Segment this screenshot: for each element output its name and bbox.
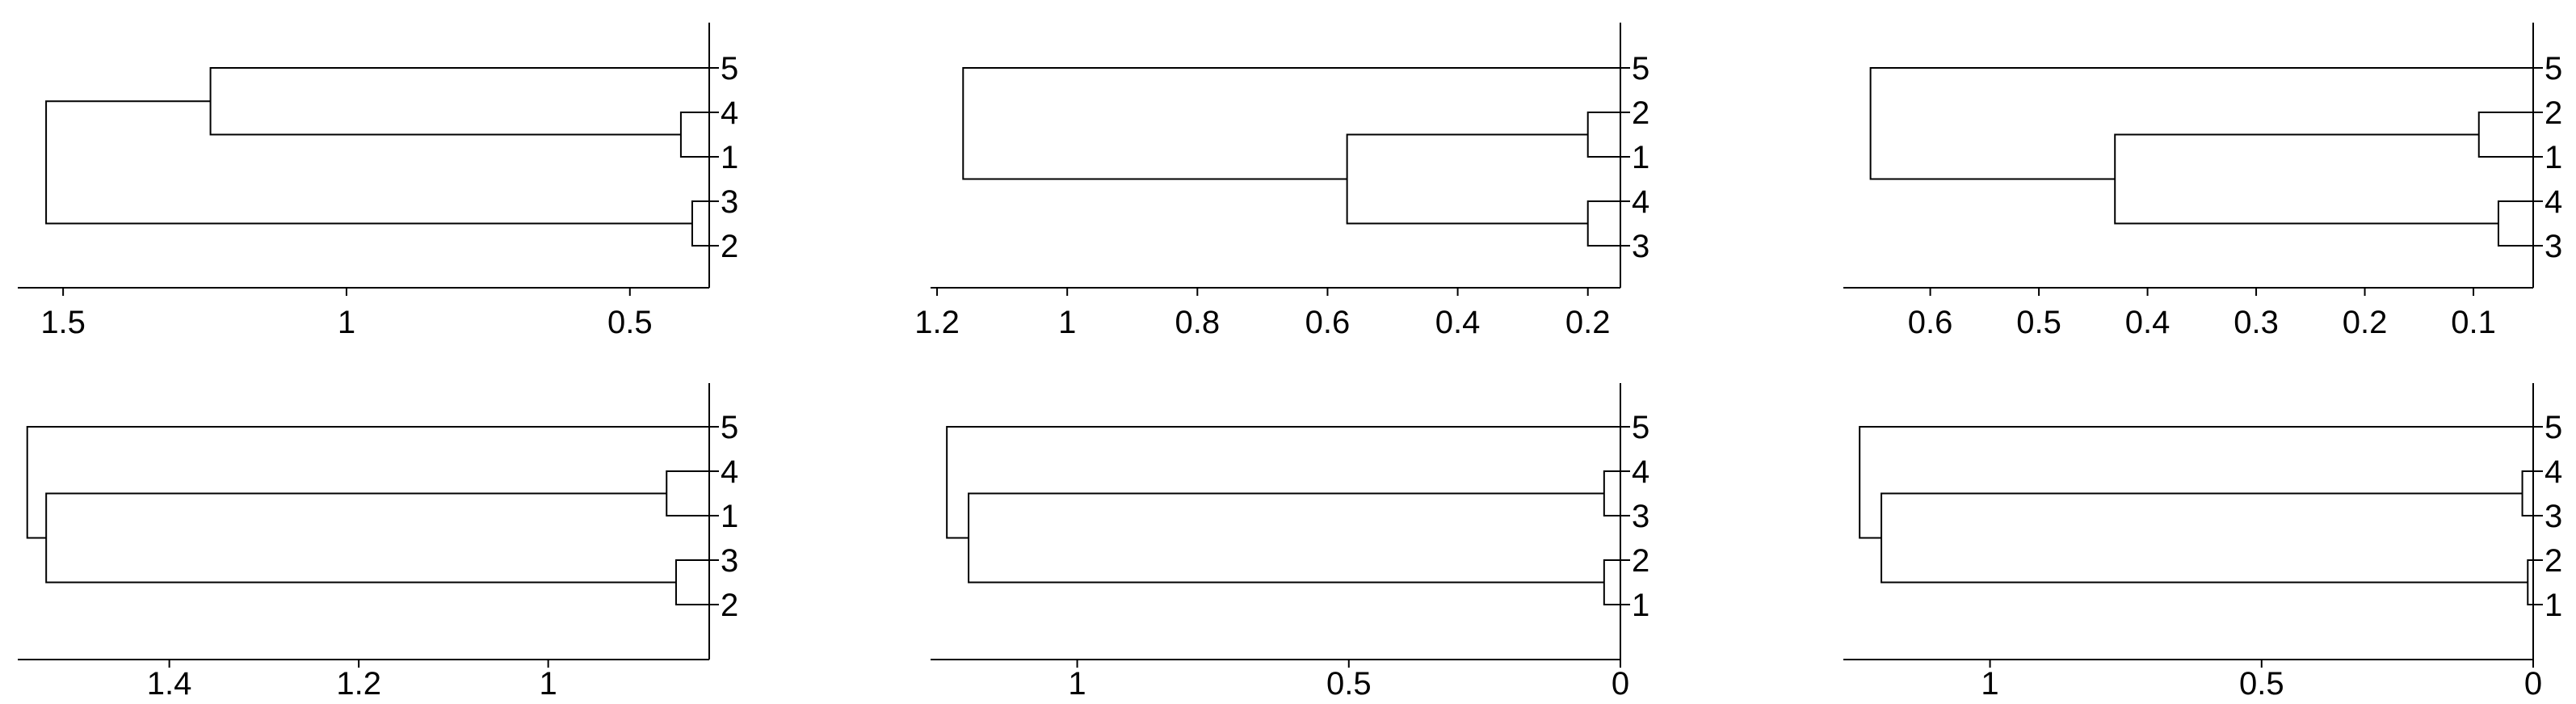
dendrogram-link [1603, 470, 1620, 516]
dendrogram-link [2114, 133, 2498, 225]
dendrogram-link [209, 67, 709, 136]
leaf-label: 3 [721, 543, 738, 579]
leaf-label: 5 [2544, 51, 2562, 86]
x-tick-label: 0.1 [2451, 305, 2496, 340]
dendrogram-panels: 5 4 1 3 2 1.5 1 0.5 5 2 1 4 3 1.2 1 0.8 0.6 0.4 0.2 5 2 1 4 3 0.… [18, 23, 2562, 702]
dendrogram-link [1586, 112, 1620, 158]
leaf-label: 2 [1632, 543, 1649, 579]
leaf-label: 4 [2544, 454, 2562, 490]
dendrogram-link [1603, 559, 1620, 605]
x-tick-label: 1.4 [147, 666, 192, 702]
dendrogram-panel-3: 5 2 1 4 3 0.6 0.5 0.4 0.3 0.2 0.1 [1843, 23, 2562, 340]
dendrogram-link [962, 67, 1620, 180]
x-tick-label: 0.5 [1326, 666, 1372, 702]
x-tick-label: 0.2 [2343, 305, 2388, 340]
dendrogram-link [2521, 470, 2533, 516]
dendrogram-link [1586, 200, 1620, 247]
x-tick-label: 1 [1058, 305, 1076, 340]
x-tick-label: 0.4 [2125, 305, 2170, 340]
dendrogram-link [691, 200, 709, 247]
dendrogram-panel-2: 5 2 1 4 3 1.2 1 0.8 0.6 0.4 0.2 [914, 23, 1649, 340]
leaf-label: 1 [1632, 140, 1649, 175]
dendrogram-panel-1: 5 4 1 3 2 1.5 1 0.5 [18, 23, 738, 340]
x-tick-label: 0 [2524, 666, 2542, 702]
dendrogram-link [1869, 67, 2533, 180]
leaf-label: 4 [721, 95, 738, 131]
x-tick-label: 0.6 [1305, 305, 1351, 340]
leaf-label: 4 [2544, 184, 2562, 220]
dendrogram-link [666, 470, 709, 516]
leaf-label: 3 [721, 184, 738, 220]
dendrogram-link [2497, 200, 2533, 247]
dendrogram-panel-5: 5 4 3 2 1 1 0.5 0 [931, 383, 1649, 702]
dendrogram-link [968, 492, 1604, 584]
leaf-label: 4 [1632, 184, 1649, 220]
leaf-label: 3 [2544, 499, 2562, 534]
x-tick-label: 1 [1068, 666, 1086, 702]
dendrogram-link [679, 112, 709, 158]
x-tick-label: 1.2 [914, 305, 960, 340]
x-tick-label: 1.5 [40, 305, 86, 340]
x-tick-label: 0.8 [1175, 305, 1221, 340]
leaf-label: 4 [721, 454, 738, 490]
x-tick-label: 1 [540, 666, 557, 702]
x-tick-label: 1 [338, 305, 355, 340]
leaf-label: 3 [2544, 229, 2562, 264]
leaf-label: 5 [1632, 51, 1649, 86]
leaf-label: 5 [721, 51, 738, 86]
leaf-label: 2 [1632, 95, 1649, 131]
leaf-label: 3 [1632, 229, 1649, 264]
leaf-label: 1 [721, 140, 738, 175]
leaf-label: 1 [721, 499, 738, 534]
leaf-label: 1 [2544, 140, 2562, 175]
dendrogram-link [45, 492, 676, 584]
leaf-label: 2 [2544, 95, 2562, 131]
x-tick-label: 0 [1612, 666, 1629, 702]
dendrogram-link [2527, 559, 2533, 605]
x-tick-label: 0.5 [2239, 666, 2284, 702]
x-tick-label: 0.4 [1435, 305, 1481, 340]
x-tick-label: 0.2 [1565, 305, 1611, 340]
leaf-label: 4 [1632, 454, 1649, 490]
leaf-label: 2 [721, 588, 738, 623]
dendrogram-panel-6: 5 4 3 2 1 1 0.5 0 [1843, 383, 2562, 702]
leaf-label: 2 [2544, 543, 2562, 579]
x-tick-label: 0.3 [2234, 305, 2279, 340]
x-tick-label: 1 [1981, 666, 1998, 702]
leaf-label: 2 [721, 229, 738, 264]
x-tick-label: 0.5 [607, 305, 653, 340]
dendrogram-link [1859, 426, 2533, 539]
dendrogram-link [1881, 492, 2528, 584]
dendrogram-link [674, 559, 709, 605]
leaf-label: 1 [2544, 588, 2562, 623]
leaf-label: 5 [1632, 410, 1649, 445]
leaf-label: 1 [1632, 588, 1649, 623]
dendrogram-link [2477, 112, 2533, 158]
leaf-label: 3 [1632, 499, 1649, 534]
dendrogram-link [946, 426, 1620, 539]
leaf-label: 5 [721, 410, 738, 445]
x-tick-label: 1.2 [336, 666, 381, 702]
leaf-label: 5 [2544, 410, 2562, 445]
dendrogram-link [45, 100, 692, 225]
x-tick-label: 0.6 [1908, 305, 1953, 340]
dendrogram-link [1346, 133, 1588, 225]
dendrogram-link [26, 426, 709, 539]
dendrogram-panel-4: 5 4 1 3 2 1.4 1.2 1 [18, 383, 738, 702]
x-tick-label: 0.5 [2016, 305, 2061, 340]
